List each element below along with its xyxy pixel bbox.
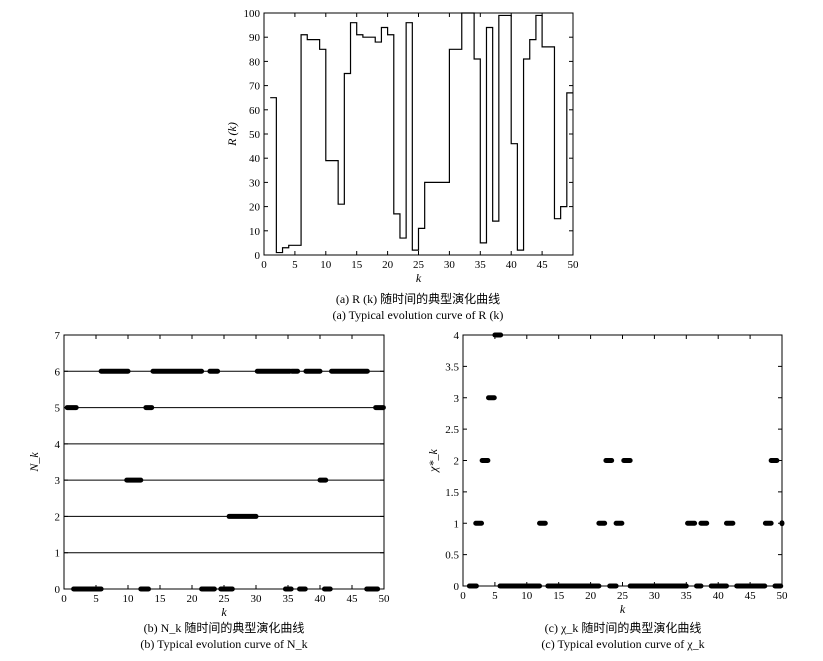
y-tick-label: 90 <box>249 32 261 44</box>
x-tick-label: 15 <box>351 259 363 271</box>
x-tick-label: 35 <box>681 590 693 602</box>
x-tick-label: 45 <box>347 593 359 605</box>
y-tick-label: 80 <box>249 56 261 68</box>
x-tick-label: 40 <box>315 593 327 605</box>
caption-b-cn: (b) N_k 随时间的典型演化曲线 <box>143 621 305 635</box>
x-tick-label: 45 <box>745 590 757 602</box>
y-tick-label: 2 <box>55 511 61 523</box>
x-tick-label: 35 <box>475 259 487 271</box>
x-tick-label: 30 <box>251 593 263 605</box>
y-tick-label: 0 <box>255 250 261 262</box>
x-tick-label: 15 <box>553 590 565 602</box>
y-tick-label: 7 <box>55 330 61 342</box>
y-tick-label: 5 <box>55 403 61 415</box>
caption-c-cn: (c) χ_k 随时间的典型演化曲线 <box>544 621 702 635</box>
x-tick-label: 50 <box>777 590 789 602</box>
x-tick-label: 5 <box>93 593 99 605</box>
series-line <box>270 12 573 254</box>
x-tick-label: 5 <box>292 259 298 271</box>
y-tick-label: 4 <box>454 330 460 342</box>
y-tick-label: 0 <box>454 581 460 593</box>
x-tick-label: 5 <box>492 590 498 602</box>
y-tick-label: 1 <box>454 518 460 530</box>
y-tick-label: 0 <box>55 584 61 596</box>
y-tick-label: 0.5 <box>445 550 459 562</box>
x-tick-label: 0 <box>61 593 67 605</box>
y-axis-label: χ*_k <box>426 449 440 473</box>
x-axis-label: k <box>416 271 422 285</box>
x-tick-label: 50 <box>568 259 580 271</box>
x-tick-label: 10 <box>521 590 533 602</box>
x-tick-label: 50 <box>379 593 391 605</box>
x-tick-label: 20 <box>187 593 199 605</box>
x-tick-label: 25 <box>219 593 231 605</box>
chart-2: 0 5 10 15 20 25 30 35 40 45 50 0 0.5 1 1.5 2 2.5 3 3.5 4 k χ*… <box>426 330 788 616</box>
caption-b-en: (b) Typical evolution curve of N_k <box>140 637 308 651</box>
x-tick-label: 10 <box>320 259 332 271</box>
caption-a-cn: (a) R (k) 随时间的典型演化曲线 <box>335 292 501 306</box>
data-point <box>779 520 785 527</box>
x-tick-label: 0 <box>261 259 267 271</box>
y-tick-label: 40 <box>249 153 261 165</box>
x-tick-label: 30 <box>649 590 661 602</box>
y-axis-label: R (k) <box>225 122 239 147</box>
x-tick-label: 0 <box>460 590 466 602</box>
y-tick-label: 10 <box>249 226 261 238</box>
x-tick-label: 20 <box>585 590 597 602</box>
y-axis-label: N_k <box>27 452 41 473</box>
x-tick-label: 25 <box>413 259 425 271</box>
y-tick-label: 4 <box>55 439 61 451</box>
y-tick-label: 1 <box>55 548 61 560</box>
plot-frame <box>263 12 574 256</box>
x-tick-label: 40 <box>506 259 518 271</box>
x-tick-label: 10 <box>123 593 135 605</box>
y-tick-label: 70 <box>249 81 261 93</box>
y-tick-label: 3 <box>454 393 460 405</box>
y-tick-label: 3 <box>55 475 61 487</box>
x-axis-label: k <box>620 602 626 616</box>
y-tick-label: 30 <box>249 177 261 189</box>
x-tick-label: 30 <box>444 259 456 271</box>
y-tick-label: 2.5 <box>445 424 459 436</box>
y-tick-label: 3.5 <box>445 361 459 373</box>
y-tick-label: 100 <box>244 8 261 20</box>
chart-0: 0 5 10 15 20 25 30 35 40 45 50 0 10 20 30 40 50 60 70 80 90 1… <box>225 8 579 285</box>
y-tick-label: 6 <box>55 366 61 378</box>
y-tick-label: 50 <box>249 129 261 141</box>
x-axis-label: k <box>221 605 227 619</box>
x-tick-label: 25 <box>617 590 629 602</box>
x-tick-label: 40 <box>713 590 725 602</box>
caption-c-en: (c) Typical evolution curve of χ_k <box>541 637 705 651</box>
y-tick-label: 1.5 <box>445 487 459 499</box>
x-tick-label: 15 <box>155 593 167 605</box>
caption-a-en: (a) Typical evolution curve of R (k) <box>332 308 504 322</box>
y-tick-label: 60 <box>249 105 261 117</box>
x-tick-label: 35 <box>283 593 295 605</box>
x-tick-label: 20 <box>382 259 394 271</box>
x-tick-label: 45 <box>537 259 549 271</box>
y-tick-label: 2 <box>454 456 460 468</box>
y-tick-label: 20 <box>249 202 261 214</box>
